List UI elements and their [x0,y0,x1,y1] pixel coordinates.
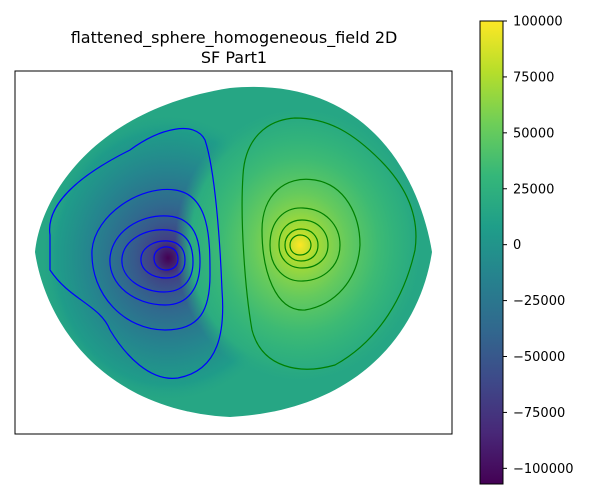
contour-negative-5 [140,240,186,279]
contour-positive-5 [284,228,319,262]
colorbar-tick-label: −100000 [513,462,574,477]
contour-negative-3 [109,215,201,306]
contour-positive-2 [261,178,361,311]
contour-positive-3 [269,207,341,282]
colorbar: 100000 75000 50000 25000 0 −25000 −50000 −75000… [479,15,574,485]
colorbar-ticks: 100000 75000 50000 25000 0 −25000 −50000 −75000… [503,15,574,477]
field-domain [35,86,432,417]
colorbar-gradient [480,21,503,484]
chart-title: flattened_sphere_homogeneous_field 2D SF… [71,28,398,67]
chart-subtitle-text: SF Part1 [201,48,267,67]
chart-title-text: flattened_sphere_homogeneous_field 2D [71,28,398,48]
colorbar-tick-label: −25000 [513,294,565,309]
contour-negative-4 [121,229,194,293]
contour-positive-6 [289,234,312,256]
colorbar-tick-label: 100000 [513,15,563,30]
contour-negative-2 [91,188,211,331]
positive-contours [241,117,417,370]
colorbar-tick-label: 0 [513,238,521,253]
plot-frame [14,70,453,435]
colorbar-tick-label: 75000 [513,70,554,85]
negative-contours [49,127,224,379]
plot-area [14,70,453,435]
colorbar-tick-label: −75000 [513,406,565,421]
colorbar-tick-label: −50000 [513,350,565,365]
colorbar-frame [479,20,504,485]
contour-negative-6 [153,246,179,271]
contour-positive-4 [278,219,329,269]
colorbar-tick-label: 50000 [513,126,554,141]
contour-negative-1 [49,127,224,379]
contour-positive-1 [241,117,417,370]
colorbar-tick-label: 25000 [513,182,554,197]
field-maximum-region [175,105,425,385]
